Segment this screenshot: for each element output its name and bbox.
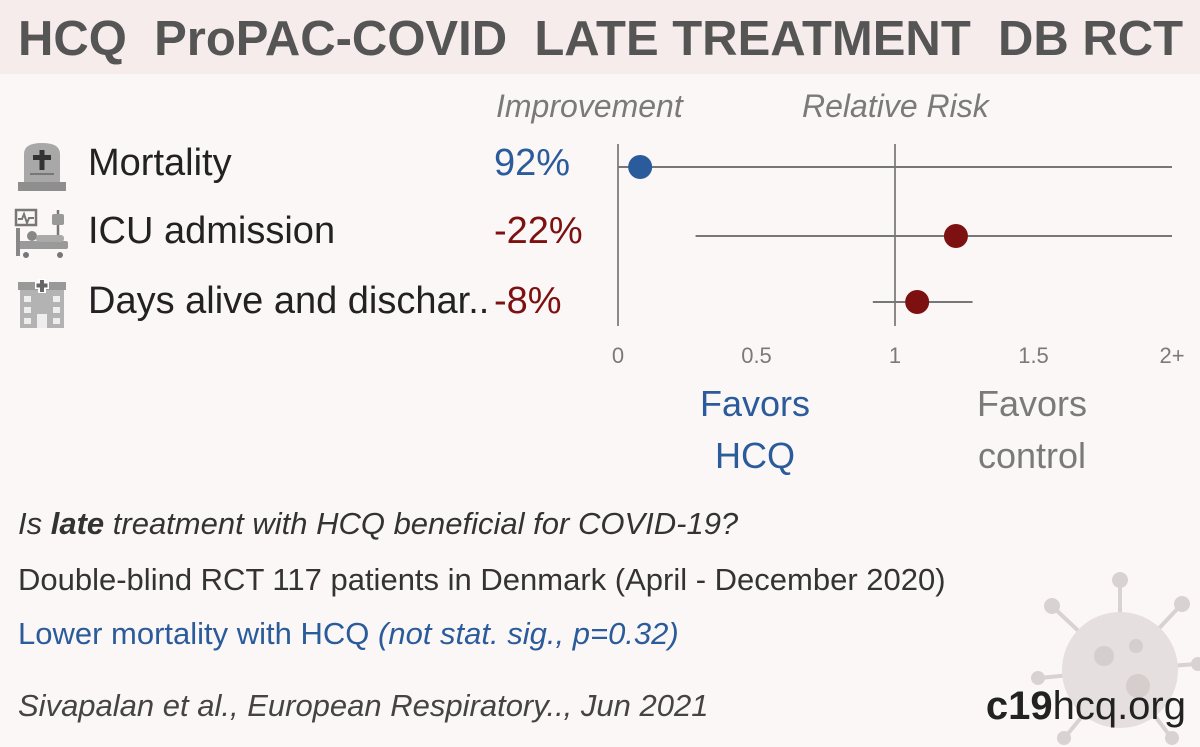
study-design: Double-blind RCT 117 patients in Denmark… [18,562,946,597]
outcome-label: Mortality [88,142,232,184]
icu-bed-icon [14,208,68,258]
virus-icon [1031,572,1200,745]
hospital-icon [18,279,66,328]
improvement-value: -22% [494,210,583,252]
x-tick-label: 1.5 [1018,343,1049,368]
x-tick-label: 0.5 [741,343,772,368]
favors-hcq-label: Favors HCQ [699,383,811,476]
improvement-value: -8% [494,280,562,322]
point-estimate [943,224,968,248]
point-estimate [628,155,653,179]
favors-control-label: Favors control [976,383,1088,476]
x-tick-label: 0 [612,343,624,368]
outcome-label: Days alive and dischar.. [88,280,490,322]
point-estimate [905,290,930,314]
outcome-row-icu-admission: ICU admission -22% [0,204,600,264]
improvement-value: 92% [494,142,571,184]
improvement-column-header: Improvement [496,88,683,124]
page-title: HCQ ProPAC-COVID LATE TREATMENT DB RCT [18,12,1184,66]
outcome-row-days-alive: Days alive and dischar.. -8% [0,274,600,334]
research-question: Is late treatment with HCQ beneficial fo… [18,506,739,541]
title-bar: HCQ ProPAC-COVID LATE TREATMENT DB RCT [0,0,1200,74]
x-tick-label: 2+ [1159,343,1184,368]
outcome-label: ICU admission [88,210,336,252]
gravestone-icon [18,143,66,191]
relative-risk-column-header: Relative Risk [802,88,989,124]
brand-logo: c19hcq.org [985,684,1186,728]
study-result: Lower mortality with HCQ (not stat. sig.… [18,616,679,651]
outcome-row-mortality: Mortality 92% [0,136,600,196]
x-tick-label: 1 [889,343,901,368]
citation: Sivapalan et al., European Respiratory..… [18,688,709,723]
